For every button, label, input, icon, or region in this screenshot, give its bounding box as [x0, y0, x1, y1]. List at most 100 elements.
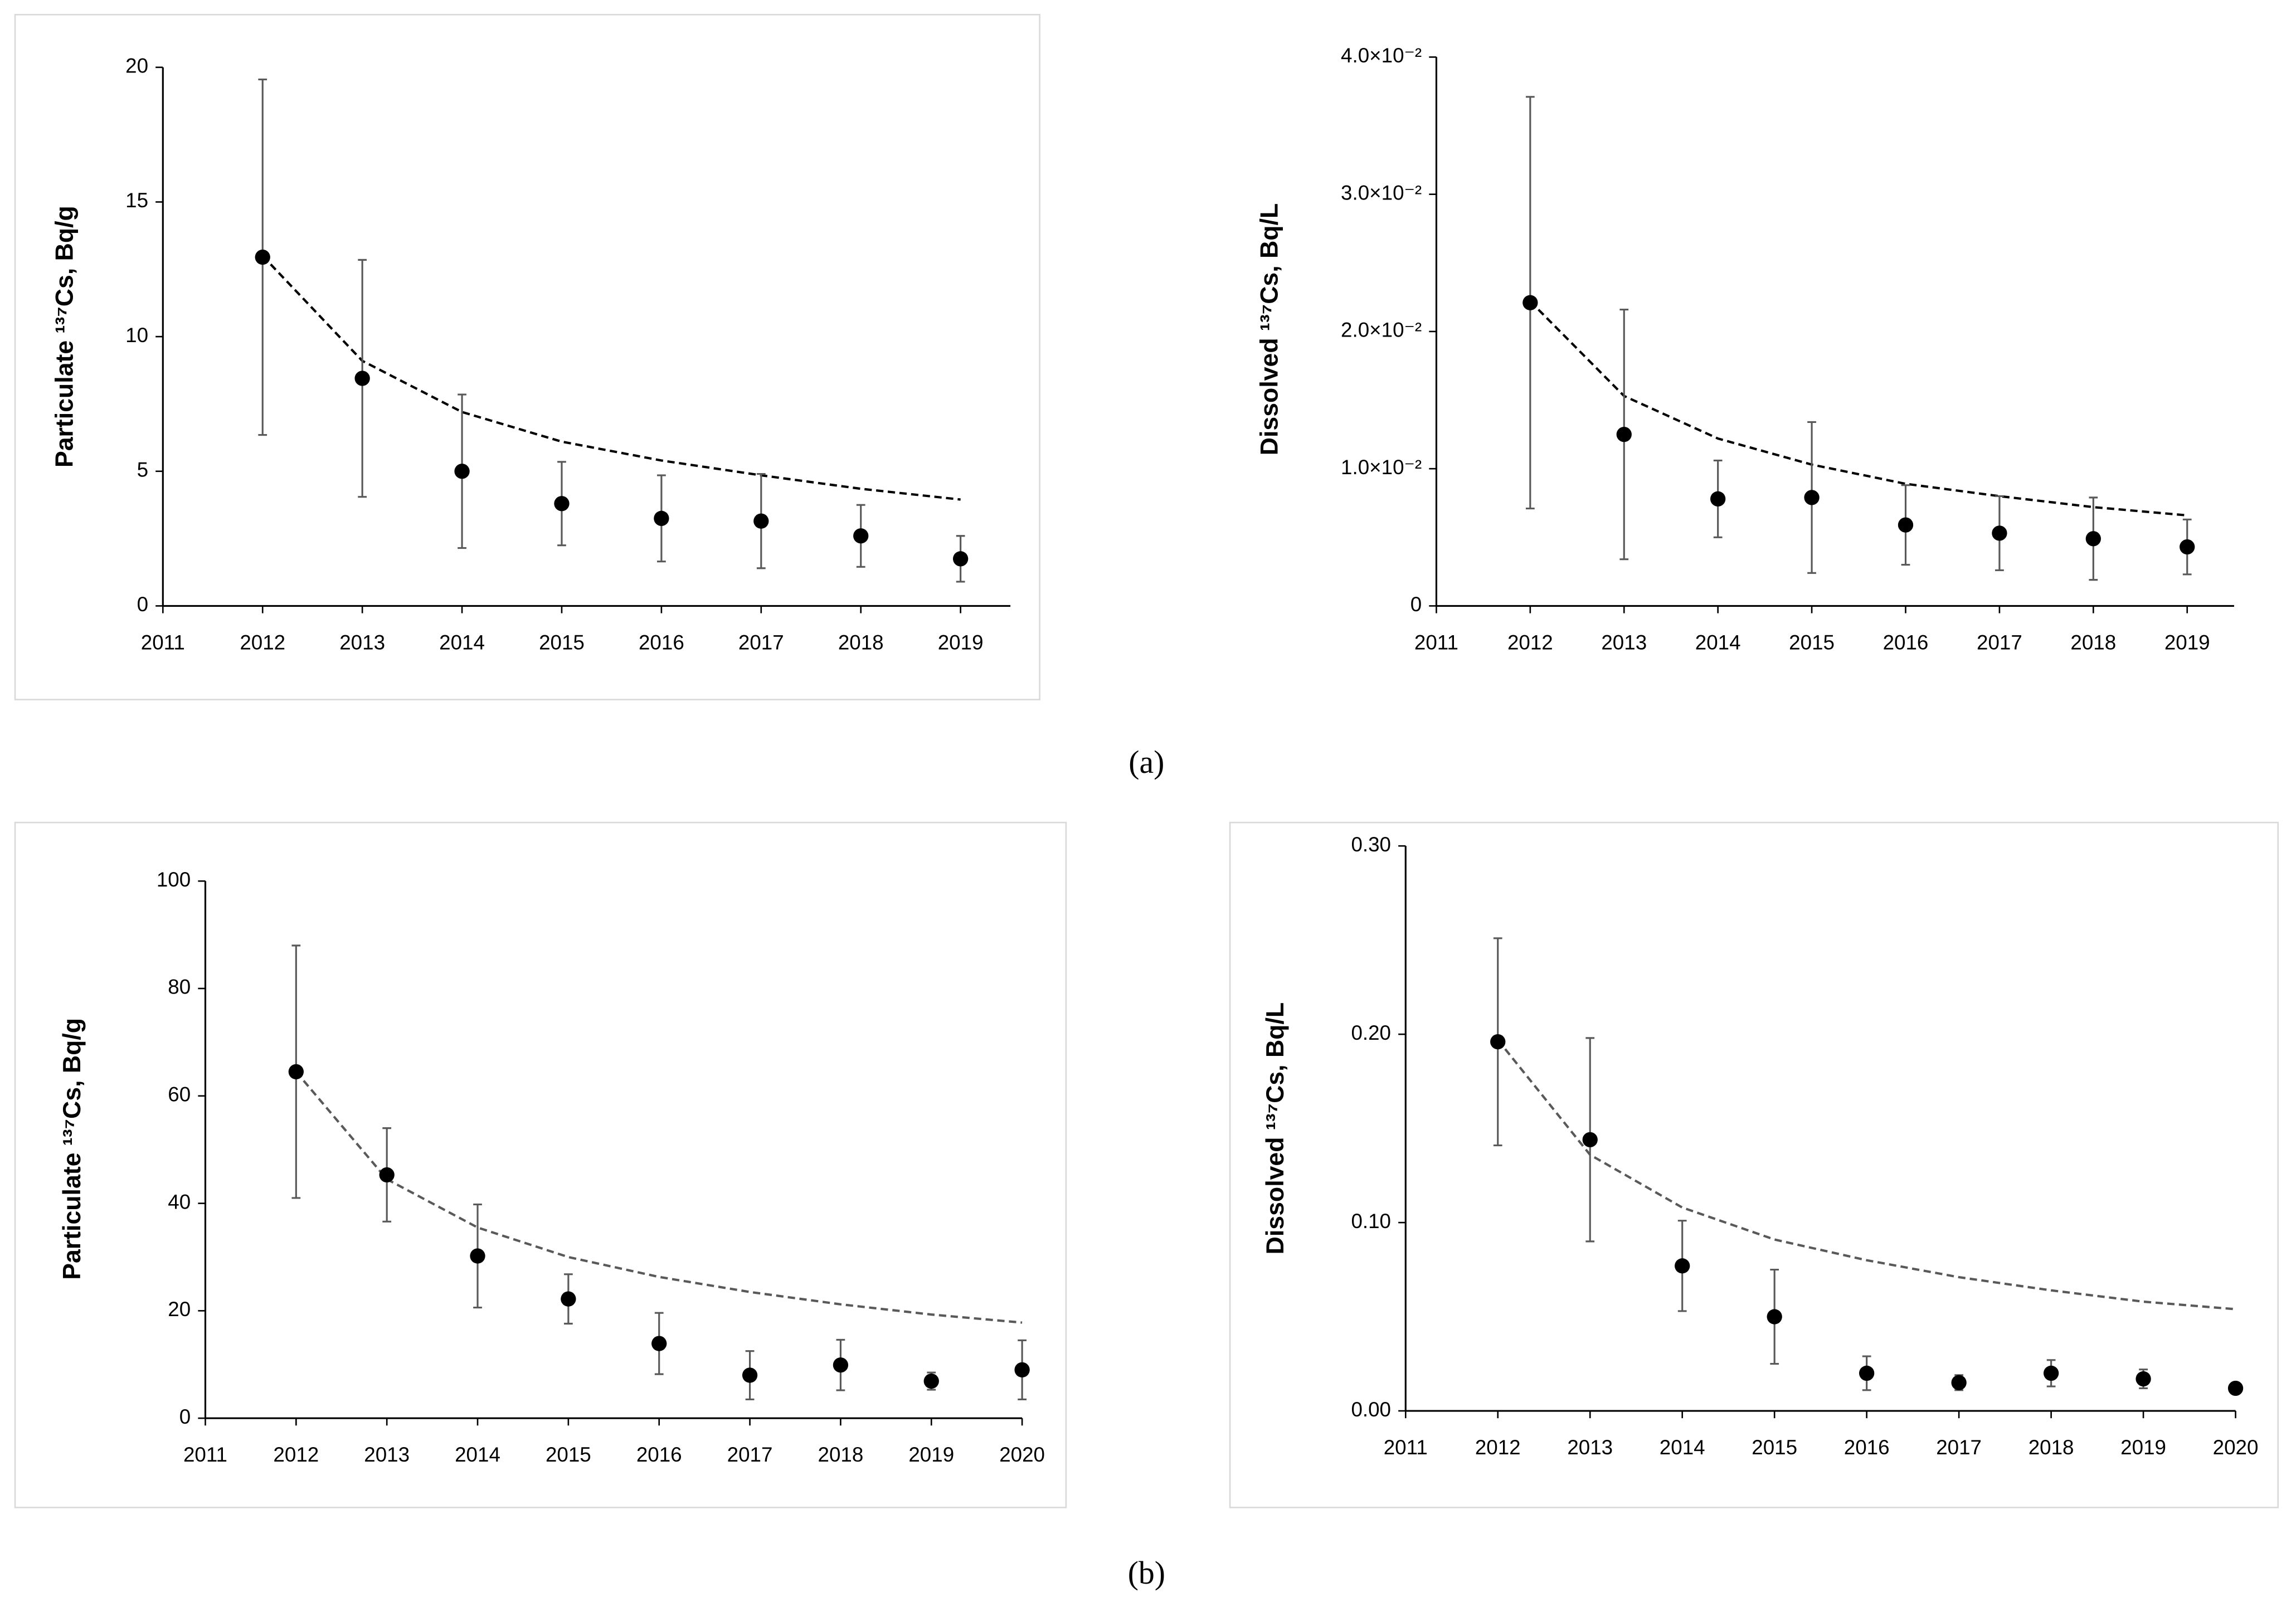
x-tick-label: 2019: [938, 631, 984, 654]
data-point: [379, 1167, 395, 1183]
data-point: [354, 371, 370, 386]
x-tick-label: 2016: [639, 631, 684, 654]
data-point: [1859, 1365, 1875, 1381]
y-tick-label: 0.30: [1351, 833, 1391, 856]
x-tick-label: 2012: [273, 1443, 319, 1466]
data-point: [2227, 1380, 2244, 1396]
x-tick-label: 2014: [439, 631, 485, 654]
x-tick-label: 2016: [1883, 631, 1929, 654]
y-tick-label: 3.0×10⁻²: [1341, 181, 1422, 204]
x-tick-label: 2011: [141, 631, 185, 654]
y-axis-label: Particulate ¹³⁷Cs, Bq/g: [59, 1018, 86, 1280]
data-point: [554, 496, 570, 512]
x-tick-label: 2011: [183, 1443, 227, 1466]
y-tick-label: 40: [168, 1190, 191, 1213]
y-tick-label: 100: [157, 868, 191, 891]
x-tick-label: 2015: [1752, 1436, 1797, 1459]
x-tick-label: 2020: [2213, 1436, 2259, 1459]
y-axis-label: Dissolved ¹³⁷Cs, Bq/L: [1256, 203, 1283, 456]
x-tick-label: 2016: [636, 1443, 682, 1466]
x-tick-label: 2012: [1475, 1436, 1521, 1459]
x-tick-label: 2011: [1414, 631, 1458, 654]
x-tick-label: 2020: [999, 1443, 1045, 1466]
fit-line: [1497, 1039, 2236, 1311]
data-point: [654, 510, 669, 526]
data-point: [288, 1064, 304, 1080]
data-point: [1804, 490, 1820, 505]
data-point: [2180, 539, 2195, 555]
x-tick-label: 2014: [1660, 1436, 1705, 1459]
x-tick-label: 2015: [539, 631, 585, 654]
x-tick-label: 2016: [1844, 1436, 1890, 1459]
x-tick-label: 2011: [1384, 1436, 1428, 1459]
data-point: [1898, 517, 1914, 533]
panel-label: (b): [1128, 1556, 1165, 1591]
x-tick-label: 2013: [364, 1443, 410, 1466]
y-tick-label: 4.0×10⁻²: [1341, 44, 1422, 67]
y-tick-label: 10: [125, 324, 148, 347]
data-point: [1992, 525, 2007, 541]
data-point: [561, 1291, 576, 1307]
data-point: [470, 1248, 485, 1264]
x-tick-label: 2013: [339, 631, 385, 654]
x-tick-label: 2018: [838, 631, 884, 654]
x-tick-label: 2019: [2164, 631, 2210, 654]
chart-frame: [14, 821, 1067, 1508]
data-point: [1490, 1034, 1506, 1050]
data-point: [2043, 1365, 2059, 1381]
data-point: [1582, 1132, 1598, 1148]
x-tick-label: 2015: [546, 1443, 591, 1466]
fit-line: [261, 255, 961, 501]
x-tick-label: 2018: [818, 1443, 864, 1466]
y-tick-label: 15: [125, 189, 148, 212]
x-tick-label: 2013: [1567, 1436, 1613, 1459]
data-point: [2136, 1371, 2151, 1387]
x-tick-label: 2012: [240, 631, 285, 654]
y-tick-label: 2.0×10⁻²: [1341, 319, 1422, 342]
data-point: [853, 528, 869, 544]
chart-frame: [1229, 821, 2279, 1508]
x-tick-label: 2018: [2029, 1436, 2074, 1459]
data-point: [1951, 1375, 1967, 1391]
y-tick-label: 1.0×10⁻²: [1341, 456, 1422, 479]
data-point: [833, 1357, 849, 1373]
x-tick-label: 2017: [1977, 631, 2022, 654]
y-tick-label: 20: [168, 1298, 191, 1321]
y-tick-label: 0: [179, 1405, 191, 1428]
data-point: [1522, 295, 1538, 310]
y-tick-label: 0: [137, 593, 148, 616]
x-tick-label: 2017: [738, 631, 784, 654]
data-point: [651, 1336, 667, 1351]
data-point: [255, 249, 270, 265]
y-axis-label: Dissolved ¹³⁷Cs, Bq/L: [1262, 1002, 1289, 1255]
x-tick-label: 2012: [1507, 631, 1553, 654]
data-point: [2085, 531, 2101, 547]
x-tick-label: 2013: [1601, 631, 1647, 654]
y-tick-label: 0.10: [1351, 1210, 1391, 1233]
data-point: [454, 464, 470, 479]
y-tick-label: 60: [168, 1083, 191, 1106]
x-tick-label: 2015: [1789, 631, 1835, 654]
data-point: [1616, 426, 1632, 442]
y-tick-label: 0.20: [1351, 1021, 1391, 1044]
y-tick-label: 0.00: [1351, 1398, 1391, 1421]
data-point: [1014, 1362, 1030, 1378]
data-point: [753, 513, 769, 529]
x-tick-label: 2019: [908, 1443, 954, 1466]
data-point: [742, 1367, 758, 1383]
data-point: [1767, 1309, 1782, 1324]
y-tick-label: 20: [125, 55, 148, 77]
fit-line: [1529, 300, 2187, 517]
data-point: [1710, 491, 1726, 507]
y-axis-label: Particulate ¹³⁷Cs, Bq/g: [51, 206, 79, 468]
y-tick-label: 80: [168, 976, 191, 999]
x-tick-label: 2019: [2120, 1436, 2166, 1459]
panel-label: (a): [1128, 745, 1164, 780]
x-tick-label: 2014: [455, 1443, 500, 1466]
y-tick-label: 0: [1410, 593, 1422, 616]
x-tick-label: 2017: [727, 1443, 773, 1466]
data-point: [1675, 1258, 1690, 1274]
x-tick-label: 2018: [2070, 631, 2116, 654]
